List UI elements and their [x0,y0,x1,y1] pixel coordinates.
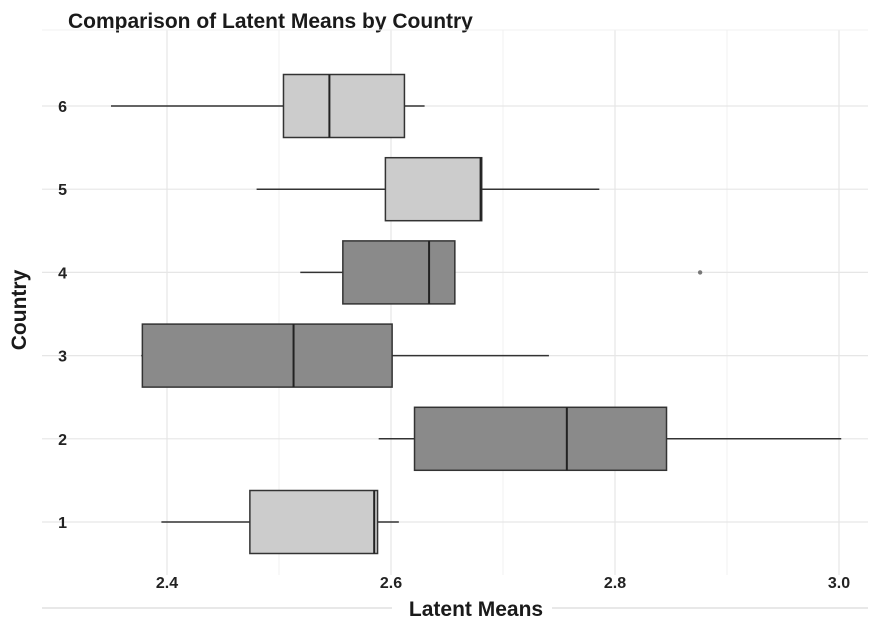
box-country-3 [141,323,549,388]
box-series [111,73,842,555]
outlier-point [697,270,703,275]
box-country-6 [111,73,425,139]
box-country-1 [161,489,399,555]
y-tick-labels: 1 2 3 4 5 6 [58,99,67,532]
x-tick-label: 2.8 [604,575,626,592]
iqr-box [249,489,379,555]
y-tick-label: 2 [58,432,67,449]
box-country-4 [300,240,703,305]
y-tick-label: 4 [58,265,67,282]
iqr-box [342,240,456,305]
x-axis-label-background [392,594,552,619]
y-tick-label: 6 [58,99,67,116]
iqr-box [141,323,393,388]
x-axis-label: Latent Means [409,598,543,619]
y-axis-label: Country [8,269,31,350]
x-tick-labels: 2.4 2.6 2.8 3.0 [156,575,850,592]
iqr-box [384,156,483,222]
chart-title: Comparison of Latent Means by Country [68,10,473,33]
box-country-5 [256,156,600,222]
y-tick-label: 5 [58,182,67,199]
iqr-box [282,73,406,139]
x-tick-label: 2.6 [380,575,402,592]
x-tick-label: 3.0 [828,575,850,592]
x-tick-label: 2.4 [156,575,178,592]
y-tick-label: 3 [58,349,67,366]
iqr-box [413,406,668,472]
y-tick-label: 1 [58,515,67,532]
box-country-2 [378,406,842,472]
